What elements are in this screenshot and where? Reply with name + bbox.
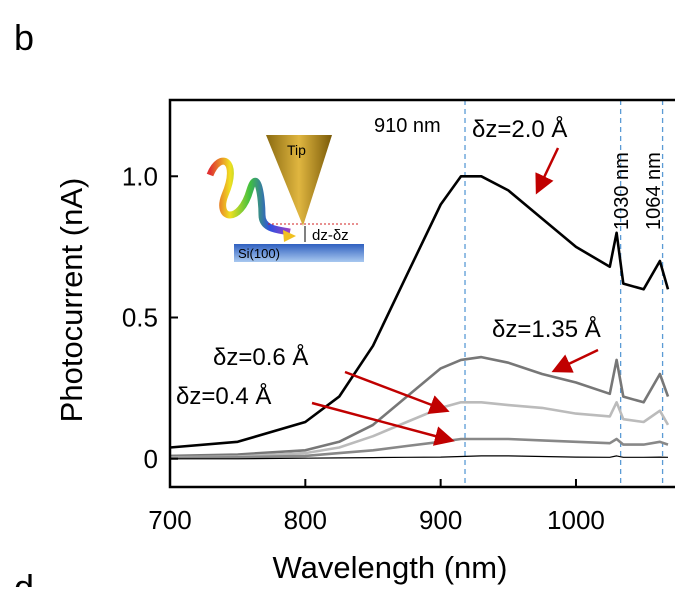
y-tick-label: 0.5 (122, 303, 158, 333)
series-line (169, 437, 669, 460)
marker-label: 910 nm (374, 115, 441, 137)
y-tick-label: 0 (144, 444, 158, 474)
inset-label: Si(100) (238, 246, 280, 261)
plot-area (169, 100, 670, 487)
x-tick-label: 1000 (547, 505, 605, 535)
panel-label: b (14, 17, 34, 58)
marker-label: 1064 nm (643, 152, 665, 230)
annotation-arrows (311, 147, 599, 446)
axis-frame (168, 98, 675, 489)
y-axis-label: Photocurrent (nA) (54, 178, 89, 423)
marker-label: 1030 nm (611, 152, 633, 230)
series-label: δz=2.0 Å (472, 115, 567, 143)
x-tick-label: 900 (419, 505, 462, 535)
light-arrow (283, 230, 296, 242)
series-label: δz=0.4 Å (176, 382, 271, 410)
light-wave (206, 157, 291, 236)
inset: Tip dz-δz Si(100) (206, 135, 364, 262)
series-label: δz=1.35 Å (492, 315, 601, 343)
y-tick-label: 1.0 (122, 161, 158, 191)
inset-label: Tip (287, 142, 306, 158)
x-tick-label: 700 (148, 505, 191, 535)
series-line (170, 455, 669, 460)
inset-label: dz-δz (312, 227, 349, 244)
series-label: δz=0.6 Å (213, 343, 308, 371)
substrate (234, 244, 364, 262)
series-line (169, 355, 670, 458)
x-tick-label: 800 (284, 505, 327, 535)
series-line (169, 401, 670, 459)
x-axis-label: Wavelength (nm) (273, 550, 508, 585)
panel-label: d (14, 567, 34, 587)
tip-shape (266, 135, 332, 226)
series-line (169, 175, 670, 449)
